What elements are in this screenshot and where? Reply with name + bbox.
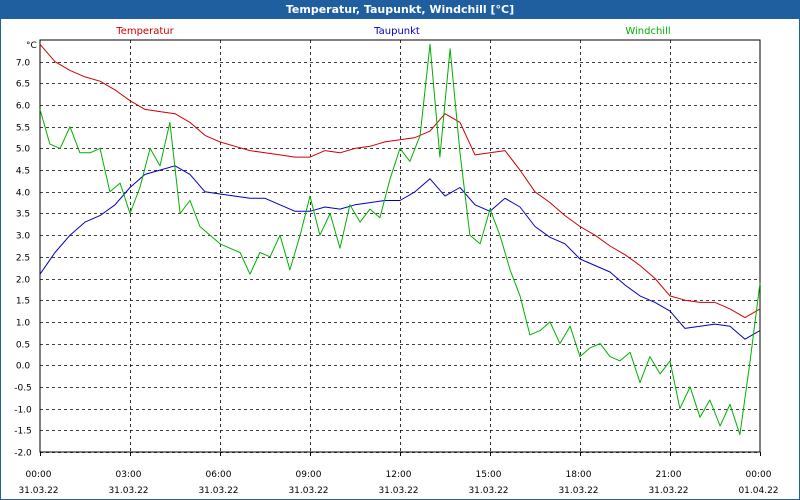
x-tick-date: 31.03.22: [468, 486, 508, 496]
y-tick-label: 0.5: [16, 341, 30, 351]
y-tick-label: 5.5: [16, 124, 30, 134]
plot-area: [39, 39, 761, 453]
y-tick-label: -2.0: [14, 449, 32, 459]
y-tick-label: -0.5: [14, 384, 32, 394]
x-tick-date: 31.03.22: [558, 486, 598, 496]
x-tick-time: 06:00: [206, 470, 232, 480]
x-tick-time: 03:00: [116, 470, 142, 480]
x-tick-date: 31.03.22: [288, 486, 328, 496]
y-tick-label: 3.5: [16, 210, 30, 220]
window-title: Temperatur, Taupunkt, Windchill [°C]: [0, 0, 800, 19]
x-tick-date: 31.03.22: [378, 486, 418, 496]
y-tick-label: 4.0: [16, 189, 31, 199]
x-tick-date: 31.03.22: [18, 486, 58, 496]
series-line-taupunkt: [39, 165, 761, 340]
y-tick-label: 3.0: [16, 232, 31, 242]
legend-entry-windchill: Windchill: [625, 26, 670, 37]
y-tick-label: 1.0: [16, 319, 31, 329]
x-tick-date: 31.03.22: [648, 486, 688, 496]
y-tick-label: 6.0: [16, 102, 31, 112]
x-tick-date: 31.03.22: [108, 486, 148, 496]
y-tick-label: 6.5: [16, 80, 30, 90]
y-tick-label: 4.5: [16, 167, 30, 177]
series-line-windchill: [39, 43, 761, 436]
x-tick-time: 21:00: [656, 470, 682, 480]
y-tick-label: 7.0: [16, 59, 31, 69]
y-tick-label: 0.0: [16, 362, 31, 372]
y-tick-label: 2.0: [16, 276, 31, 286]
legend-entry-temperatur: Temperatur: [115, 26, 174, 37]
y-tick-label: -1.0: [14, 406, 32, 416]
y-tick-label: 2.5: [16, 254, 30, 264]
x-tick-date: 01.04.22: [738, 486, 778, 496]
y-tick-label: 1.5: [16, 297, 30, 307]
y-tick-label: 5.0: [16, 145, 31, 155]
x-tick-time: 15:00: [476, 470, 502, 480]
legend-entry-taupunkt: Taupunkt: [373, 26, 420, 37]
x-tick-time: 00:00: [26, 470, 52, 480]
x-tick-time: 18:00: [566, 470, 592, 480]
x-tick-time: 00:00: [746, 470, 772, 480]
y-tick-label: -1.5: [14, 427, 32, 437]
series-line-temperatur: [39, 43, 761, 319]
y-axis-label: °C: [26, 41, 37, 51]
x-tick-date: 31.03.22: [198, 486, 238, 496]
x-tick-time: 09:00: [296, 470, 322, 480]
x-tick-time: 12:00: [386, 470, 412, 480]
